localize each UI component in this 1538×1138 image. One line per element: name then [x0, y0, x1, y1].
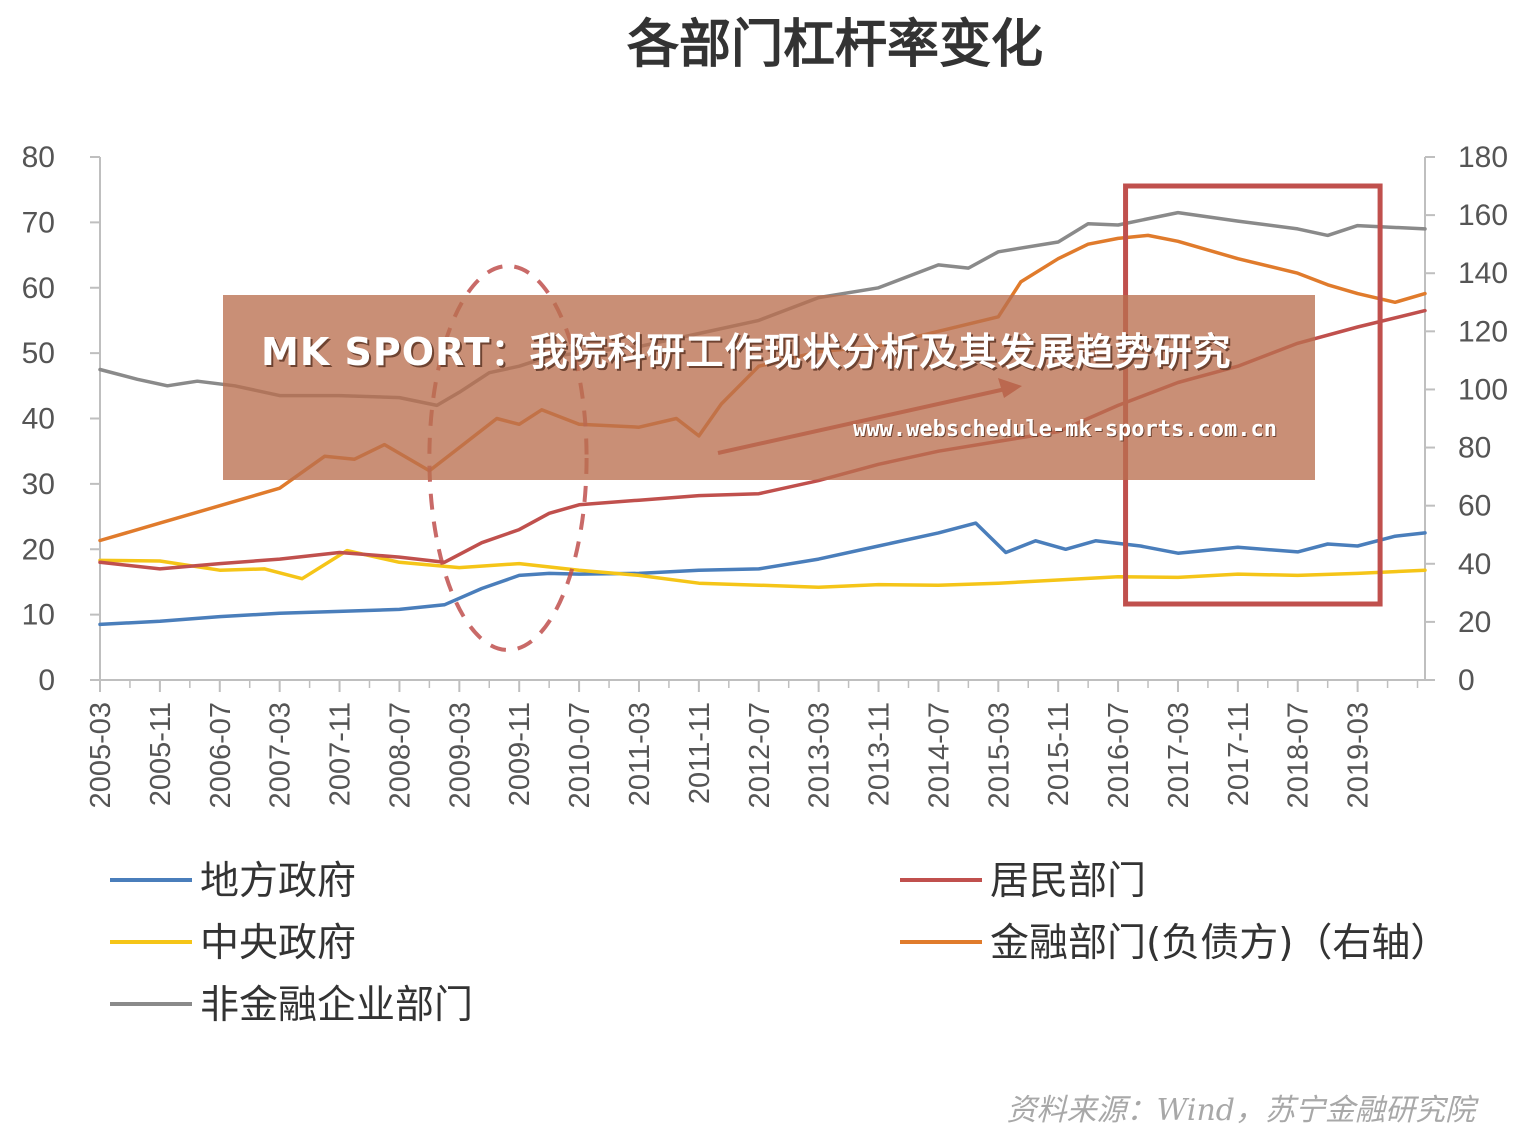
- chart-source: 资料来源：Wind，苏宁金融研究院: [1007, 1093, 1479, 1128]
- x-tick-label: 2008-07: [384, 702, 416, 808]
- left-y-tick-label: 20: [22, 533, 55, 566]
- x-tick-label: 2013-11: [864, 702, 896, 806]
- legend-label-financial: 金融部门(负债方)（右轴）: [990, 921, 1449, 966]
- x-tick-label: 2011-03: [624, 702, 656, 806]
- x-tick-label: 2009-11: [504, 702, 536, 806]
- overlay-url[interactable]: www.webschedule-mk-sports.com.cn: [853, 417, 1277, 442]
- series-line-local_gov: [98, 521, 1427, 627]
- x-tick-label: 2006-07: [205, 702, 237, 808]
- left-y-tick-label: 60: [22, 272, 55, 305]
- right-y-tick-label: 120: [1458, 315, 1508, 348]
- legend-label-central_gov: 中央政府: [200, 921, 356, 966]
- right-y-tick-label: 20: [1458, 606, 1491, 639]
- right-y-tick-label: 160: [1458, 199, 1508, 232]
- x-tick-label: 2019-03: [1343, 702, 1375, 808]
- right-y-tick-label: 180: [1458, 141, 1508, 174]
- x-tick-label: 2005-03: [85, 702, 117, 808]
- right-y-tick-label: 100: [1458, 373, 1508, 406]
- left-y-tick-label: 0: [38, 664, 55, 697]
- x-tick-label: 2015-11: [1043, 702, 1075, 806]
- x-tick-label: 2005-11: [145, 702, 177, 806]
- left-y-tick-label: 80: [22, 141, 55, 174]
- article-overlay-banner[interactable]: MK SPORT：我院科研工作现状分析及其发展趋势研究 www.websched…: [223, 295, 1315, 480]
- chart-axes: 0 10 20 30 40 50 60 70 80 0 20 40 60 80 100 120 140 160 18…: [22, 141, 1508, 808]
- right-y-tick-label: 140: [1458, 257, 1508, 290]
- series-line-central_gov: [98, 548, 1427, 589]
- x-tick-label: 2013-03: [804, 702, 836, 808]
- x-tick-label: 2016-07: [1103, 702, 1135, 808]
- legend-label-household: 居民部门: [990, 859, 1146, 904]
- x-tick-label: 2014-07: [923, 702, 955, 808]
- x-tick-label: 2011-11: [684, 702, 716, 804]
- left-y-tick-label: 30: [22, 468, 55, 501]
- right-y-tick-label: 80: [1458, 432, 1491, 465]
- left-y-tick-label: 10: [22, 599, 55, 632]
- right-y-tick-label: 60: [1458, 490, 1491, 523]
- x-tick-label: 2009-03: [444, 702, 476, 808]
- x-tick-label: 2007-11: [325, 702, 357, 806]
- x-tick-label: 2018-07: [1283, 702, 1315, 808]
- left-y-tick-label: 50: [22, 337, 55, 370]
- right-y-tick-label: 40: [1458, 548, 1491, 581]
- chart-title: 各部门杠杆率变化: [627, 15, 1043, 75]
- left-y-tick-label: 70: [22, 206, 55, 239]
- left-y-tick-label: 40: [22, 403, 55, 436]
- x-tick-label: 2012-07: [744, 702, 776, 808]
- x-tick-label: 2017-03: [1163, 702, 1195, 808]
- x-tick-label: 2010-07: [564, 702, 596, 808]
- x-tick-label: 2007-03: [265, 702, 297, 808]
- legend-label-local_gov: 地方政府: [200, 859, 356, 904]
- legend-label-nonfin_corp: 非金融企业部门: [200, 983, 473, 1028]
- x-tick-label: 2017-11: [1223, 702, 1255, 806]
- overlay-title[interactable]: MK SPORT：我院科研工作现状分析及其发展趋势研究: [261, 330, 1232, 374]
- right-y-tick-label: 0: [1458, 664, 1475, 697]
- x-tick-label: 2015-03: [983, 702, 1015, 808]
